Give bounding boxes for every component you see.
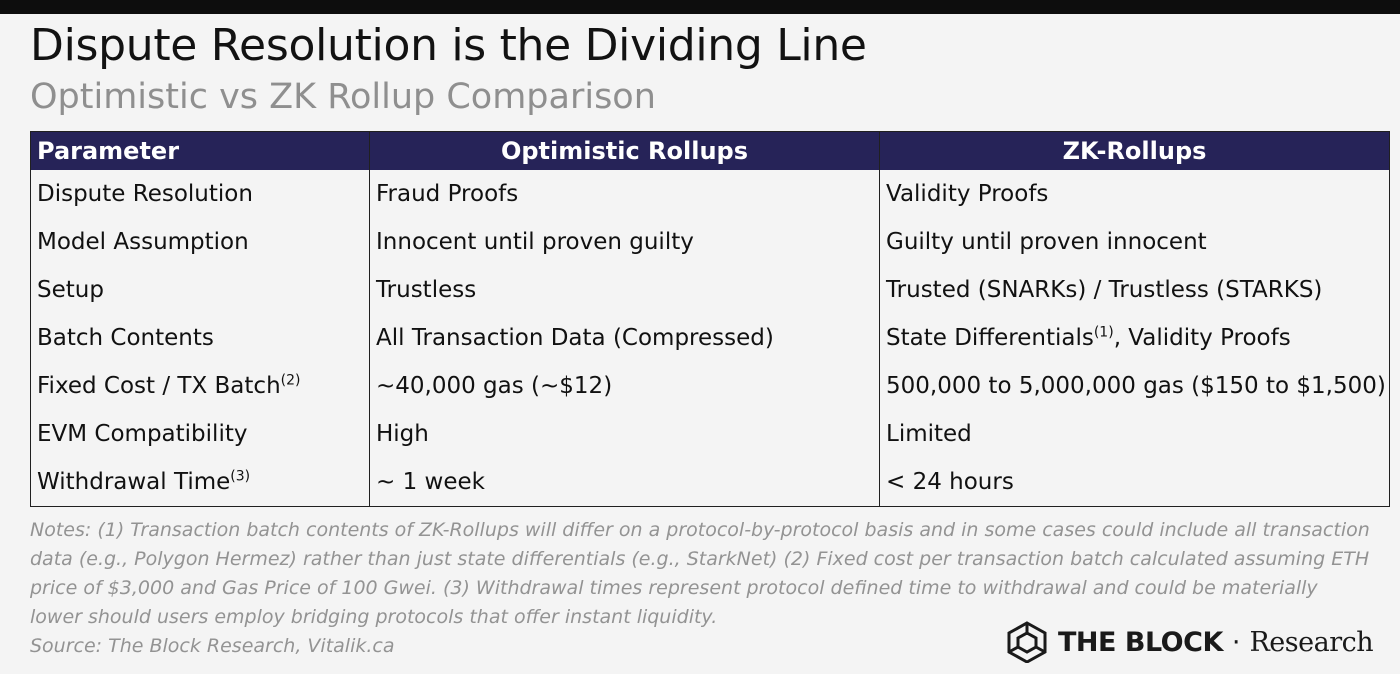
table-row: Fixed Cost / TX Batch(2) ~40,000 gas (~$1… [30,362,1390,410]
parameter-label: Model Assumption [37,229,249,255]
column-header-parameter: Parameter [30,131,370,170]
zk-value: Guilty until proven innocent [886,229,1207,255]
page-title: Dispute Resolution is the Dividing Line [30,20,867,71]
cell-parameter: Model Assumption [30,218,370,266]
zk-value-tail: , Validity Proofs [1113,325,1291,351]
cell-zk: Guilty until proven innocent [879,218,1390,266]
table-row: Withdrawal Time(3) ~ 1 week < 24 hours [30,458,1390,507]
zk-value: Trusted (SNARKs) / Trustless (STARKS) [886,277,1323,303]
parameter-label: Batch Contents [37,325,214,351]
table-row: Setup Trustless Trusted (SNARKs) / Trustle… [30,266,1390,314]
cell-zk: Validity Proofs [879,170,1390,218]
brand-separator: · [1231,626,1241,658]
parameter-label: Fixed Cost / TX Batch [37,373,281,399]
cell-parameter: EVM Compatibility [30,410,370,458]
zk-value: State Differentials [886,325,1094,351]
cell-zk: Limited [879,410,1390,458]
source-text: Source: The Block Research, Vitalik.ca [30,635,395,657]
footnote-marker: (2) [280,372,301,389]
cube-logo-icon [1006,621,1048,663]
zk-value: 500,000 to 5,000,000 gas ($150 to $1,500… [886,373,1386,399]
footnote-marker: (1) [1093,324,1114,341]
table-row: EVM Compatibility High Limited [30,410,1390,458]
footnotes: Notes: (1) Transaction batch contents of… [30,516,1370,661]
page-subtitle: Optimistic vs ZK Rollup Comparison [30,77,656,117]
table-row: Model Assumption Innocent until proven gu… [30,218,1390,266]
cell-zk: < 24 hours [879,458,1390,507]
comparison-table: Parameter Optimistic Rollups ZK-Rollups … [30,131,1390,507]
cell-parameter: Withdrawal Time(3) [30,458,370,507]
brand-name: THE BLOCK [1058,626,1223,658]
cell-parameter: Setup [30,266,370,314]
cell-optimistic: Fraud Proofs [369,170,880,218]
brand-suffix: Research [1249,626,1374,658]
cell-optimistic: ~40,000 gas (~$12) [369,362,880,410]
table-row: Dispute Resolution Fraud Proofs Validity P… [30,170,1390,218]
notes-text: Notes: (1) Transaction batch contents of… [30,519,1370,628]
cell-optimistic: Innocent until proven guilty [369,218,880,266]
footnote-marker: (3) [230,468,251,485]
cell-zk: 500,000 to 5,000,000 gas ($150 to $1,500… [879,362,1390,410]
parameter-label: EVM Compatibility [37,421,248,447]
parameter-label: Dispute Resolution [37,181,253,207]
cell-optimistic: Trustless [369,266,880,314]
cell-zk: Trusted (SNARKs) / Trustless (STARKS) [879,266,1390,314]
cell-optimistic: ~ 1 week [369,458,880,507]
brand-logo: THE BLOCK · Research [1006,618,1374,666]
parameter-label: Setup [37,277,104,303]
table-row: Batch Contents All Transaction Data (Comp… [30,314,1390,362]
cell-parameter: Fixed Cost / TX Batch(2) [30,362,370,410]
cell-zk: State Differentials(1), Validity Proofs [879,314,1390,362]
column-header-zk: ZK-Rollups [879,131,1390,170]
cell-optimistic: All Transaction Data (Compressed) [369,314,880,362]
zk-value: Validity Proofs [886,181,1049,207]
cell-parameter: Dispute Resolution [30,170,370,218]
zk-value: Limited [886,421,972,447]
cell-optimistic: High [369,410,880,458]
cell-parameter: Batch Contents [30,314,370,362]
zk-value: < 24 hours [886,469,1014,495]
table-header-row: Parameter Optimistic Rollups ZK-Rollups [30,131,1390,170]
top-dark-strip [0,0,1400,14]
column-header-optimistic: Optimistic Rollups [369,131,880,170]
parameter-label: Withdrawal Time [37,469,231,495]
